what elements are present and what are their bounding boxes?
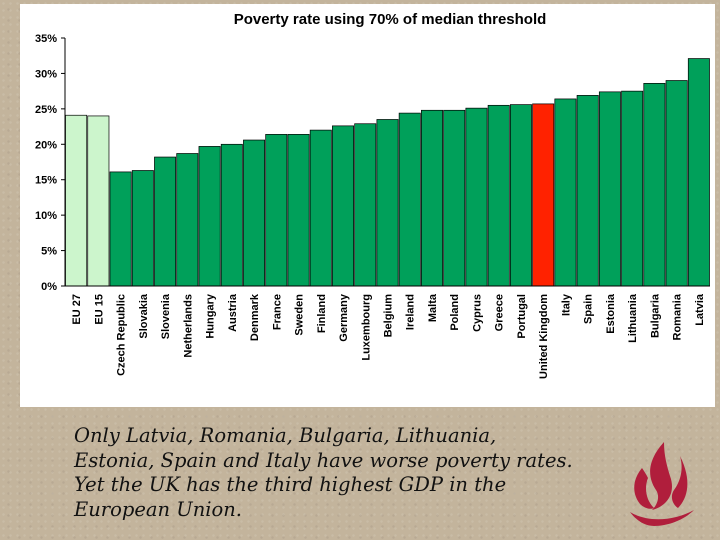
bar [131,170,154,287]
chart-panel: Poverty rate using 70% of median thresho… [20,4,715,407]
y-tick-label: 35% [35,33,57,45]
y-tick-label: 20% [35,139,57,151]
bar [198,146,221,287]
y-tick-label: 10% [35,210,57,222]
x-tick-label: Slovenia [160,293,172,339]
bar [65,114,88,287]
bar [332,125,354,287]
caption: Only Latvia, Romania, Bulgaria, Lithuani… [74,424,634,522]
x-tick-label: Slovakia [138,293,150,339]
x-tick-label: Belgium [383,294,395,338]
bar [376,119,399,287]
bar [398,112,421,287]
bar [354,123,377,287]
caption-line-1: Only Latvia, Romania, Bulgaria, Lithuani… [74,424,497,447]
bar [154,156,177,287]
bar [287,134,310,287]
bar [665,80,688,287]
y-tick-label: 15% [35,175,57,187]
y-tick-label: 30% [35,68,57,80]
x-axis: EU 27 EU 15 Czech Republic Slovakia Slovenia… [65,285,710,379]
bar [621,90,644,287]
poverty-rate-bar-chart: Poverty rate using 70% of median thresho… [35,11,710,379]
bar [554,98,577,287]
caption-line-2: Estonia, Spain and Italy have worse pove… [74,448,573,472]
bar [265,134,288,287]
x-tick-label: Ireland [405,294,417,330]
bar [465,107,488,287]
x-tick-label: Czech Republic [116,294,128,376]
x-tick-label: EU 15 [93,294,105,325]
x-tick-label: Cyprus [471,294,483,332]
x-tick-label: Lithuania [627,293,639,343]
bar [220,143,243,287]
bar [487,104,510,287]
bar [109,171,132,287]
bar [309,129,332,287]
y-tick-label: 5% [41,246,57,258]
bar [509,104,532,287]
x-tick-label: Italy [560,293,572,316]
bars [65,58,710,287]
x-tick-label: Bulgaria [649,293,661,338]
y-axis: 0% 5% 10% 15% 20% 25% 30% 35% [35,33,66,293]
x-tick-label: Latvia [694,293,706,326]
flame-logo-icon [630,442,694,526]
x-tick-label: EU 27 [71,294,83,325]
x-tick-label: Denmark [249,293,261,341]
bar [443,109,466,287]
bar [687,58,710,287]
x-tick-label: Poland [449,294,461,331]
x-tick-label: Sweden [294,294,306,336]
bar [532,103,555,287]
x-tick-label: Portugal [516,294,528,339]
x-tick-label: Finland [316,294,328,333]
y-tick-label: 25% [35,104,57,116]
x-tick-label: Romania [672,293,684,340]
y-tick-label: 0% [41,281,57,293]
bar [243,139,266,287]
caption-line-3: Yet the UK has the third highest GDP in … [74,473,507,496]
x-tick-label: United Kingdom [538,294,550,379]
bar [87,115,110,287]
x-tick-label: Netherlands [182,294,194,358]
x-tick-label: Austria [227,293,239,332]
bar [421,109,443,287]
x-tick-label: France [271,294,283,330]
x-tick-label: Greece [494,294,506,331]
chart-title: Poverty rate using 70% of median thresho… [234,11,547,28]
x-tick-label: Luxembourg [360,294,372,361]
x-tick-label: Germany [338,293,350,342]
x-tick-label: Hungary [205,293,217,339]
bar [176,153,199,287]
bar [598,91,621,287]
bar [576,95,599,287]
x-tick-label: Malta [427,293,439,322]
caption-line-4: European Union. [74,497,242,521]
x-tick-label: Estonia [605,293,617,334]
bar [643,82,666,287]
x-tick-label: Spain [583,294,595,324]
